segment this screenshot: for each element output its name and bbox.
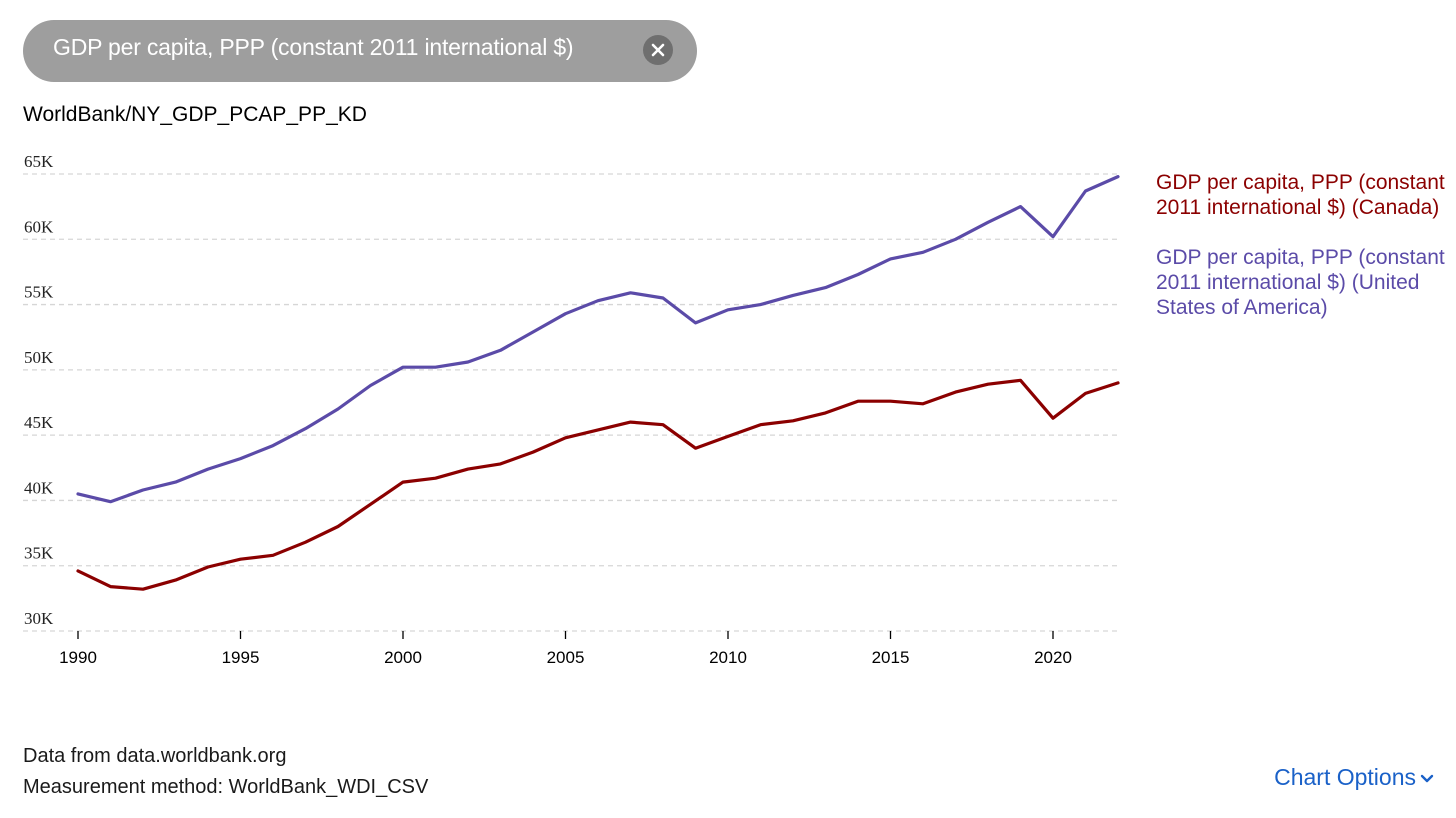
x-tick-label: 2005 [547,648,585,667]
metric-chip[interactable]: GDP per capita, PPP (constant 2011 inter… [23,20,697,82]
dataset-id: WorldBank/NY_GDP_PCAP_PP_KD [23,103,367,126]
x-tick-label: 2010 [709,648,747,667]
x-tick-label: 1995 [222,648,260,667]
chart-legend: GDP per capita, PPP (constant 2011 inter… [1156,170,1446,345]
chart-options-label: Chart Options [1274,764,1416,790]
legend-item-canada: GDP per capita, PPP (constant 2011 inter… [1156,171,1445,219]
chevron-down-icon [1420,774,1434,783]
y-tick-label: 45K [24,413,54,432]
legend-item-usa: GDP per capita, PPP (constant 2011 inter… [1156,246,1445,319]
series-line-canada [76,378,1120,591]
y-tick-label: 35K [24,544,54,563]
measurement-method-text: Measurement method: WorldBank_WDI_CSV [23,776,429,798]
chart-footer: Data from data.worldbank.org Measurement… [23,741,428,803]
chart-options-button[interactable]: Chart Options [1274,764,1434,791]
y-tick-label: 55K [24,283,54,302]
data-source-text: Data from data.worldbank.org [23,745,287,767]
y-tick-label: 60K [24,217,54,236]
y-tick-label: 50K [24,348,54,367]
series-line-usa [76,175,1120,504]
close-circle-icon[interactable] [643,35,673,65]
x-tick-label: 2015 [872,648,910,667]
y-tick-label: 65K [24,152,54,171]
x-tick-label: 2020 [1034,648,1072,667]
y-tick-label: 40K [24,478,54,497]
y-tick-label: 30K [24,609,54,628]
x-tick-label: 2000 [384,648,422,667]
metric-chip-label: GDP per capita, PPP (constant 2011 inter… [53,34,574,60]
x-tick-label: 1990 [59,648,97,667]
